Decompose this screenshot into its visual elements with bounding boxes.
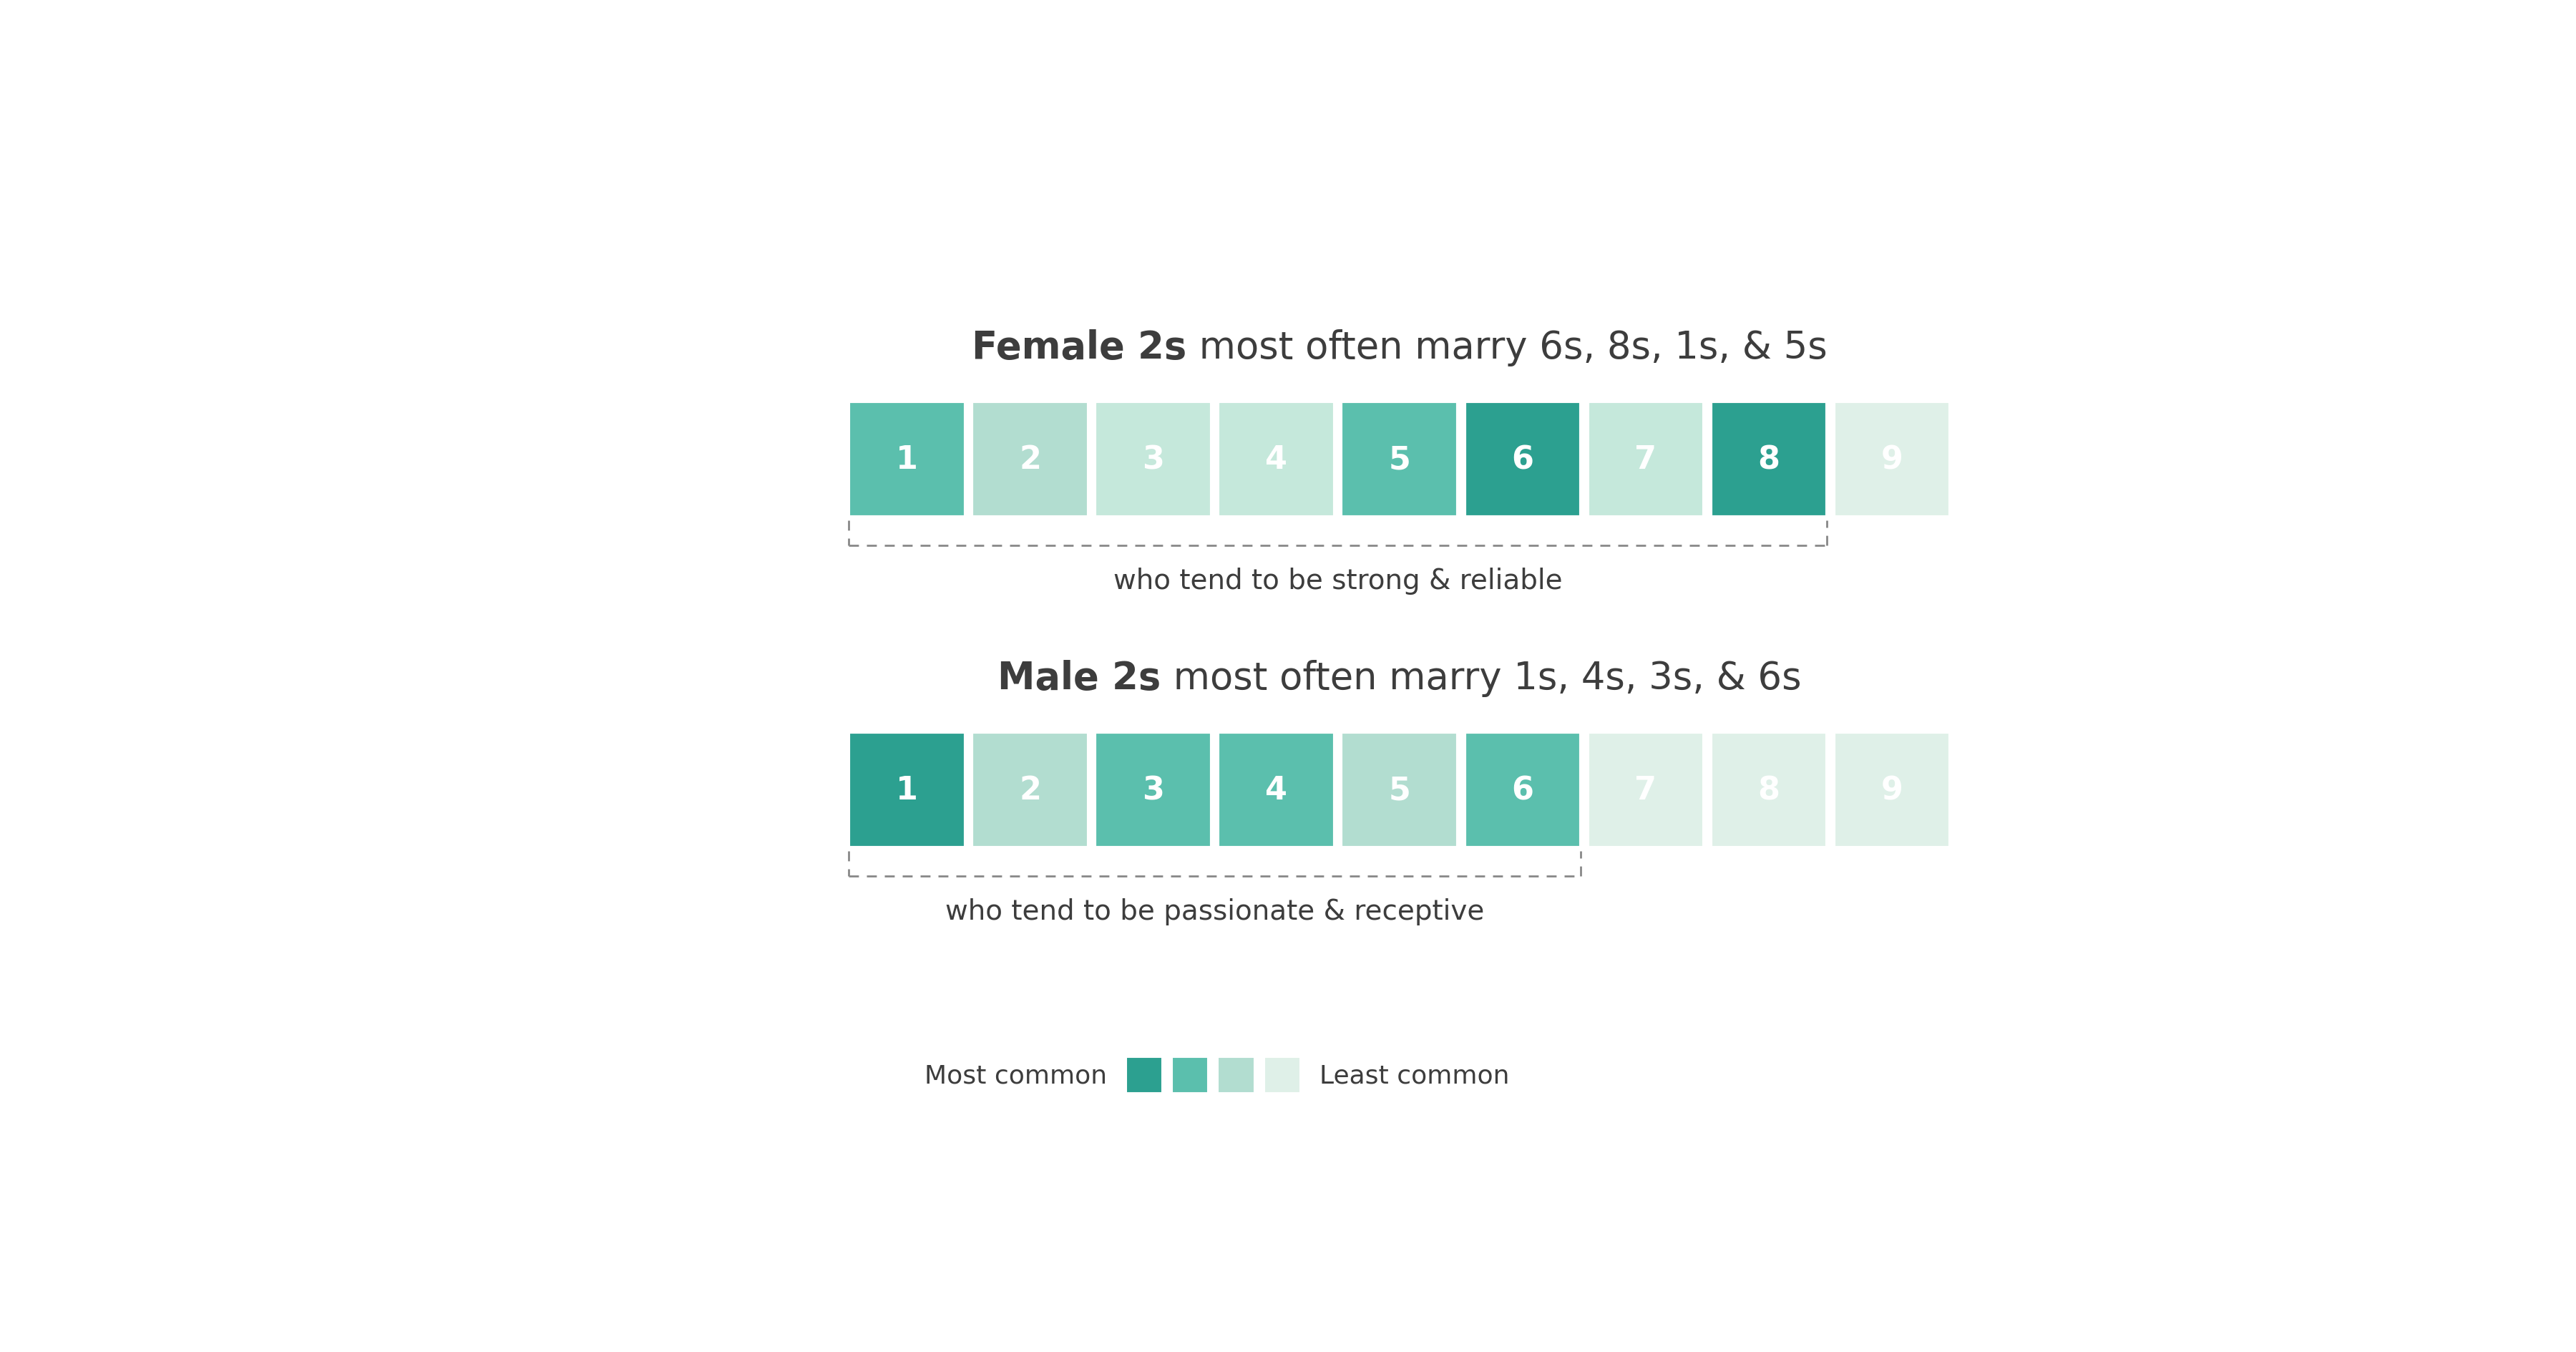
FancyBboxPatch shape	[1218, 402, 1334, 518]
FancyBboxPatch shape	[1710, 733, 1826, 848]
Text: 6: 6	[1512, 445, 1533, 475]
Text: Female 2s: Female 2s	[971, 329, 1188, 366]
Text: 7: 7	[1636, 445, 1656, 475]
FancyBboxPatch shape	[1126, 1057, 1162, 1094]
Text: 6: 6	[1512, 775, 1533, 806]
Text: 1: 1	[896, 775, 917, 806]
Text: 2: 2	[1020, 775, 1041, 806]
FancyBboxPatch shape	[1342, 402, 1458, 518]
Text: Male 2s: Male 2s	[997, 660, 1162, 696]
Text: Most common: Most common	[925, 1063, 1108, 1087]
FancyBboxPatch shape	[971, 402, 1090, 518]
FancyBboxPatch shape	[1710, 402, 1826, 518]
Text: 9: 9	[1880, 445, 1904, 475]
Text: 5: 5	[1388, 445, 1412, 475]
Text: 4: 4	[1265, 445, 1288, 475]
Text: 8: 8	[1757, 445, 1780, 475]
Text: who tend to be passionate & receptive: who tend to be passionate & receptive	[945, 898, 1484, 925]
Text: 1: 1	[896, 445, 917, 475]
FancyBboxPatch shape	[1095, 733, 1211, 848]
FancyBboxPatch shape	[1463, 733, 1582, 848]
FancyBboxPatch shape	[971, 733, 1090, 848]
Text: 5: 5	[1388, 775, 1412, 806]
FancyBboxPatch shape	[1095, 402, 1211, 518]
FancyBboxPatch shape	[850, 733, 966, 848]
Text: 4: 4	[1265, 775, 1288, 806]
Text: most often marry 6s, 8s, 1s, & 5s: most often marry 6s, 8s, 1s, & 5s	[1188, 329, 1826, 366]
Text: 3: 3	[1141, 445, 1164, 475]
FancyBboxPatch shape	[1587, 733, 1703, 848]
FancyBboxPatch shape	[1834, 402, 1950, 518]
Text: 2: 2	[1020, 445, 1041, 475]
Text: 9: 9	[1880, 775, 1904, 806]
Text: 8: 8	[1757, 775, 1780, 806]
FancyBboxPatch shape	[850, 402, 966, 518]
FancyBboxPatch shape	[1463, 402, 1582, 518]
Text: 7: 7	[1636, 775, 1656, 806]
FancyBboxPatch shape	[1218, 733, 1334, 848]
FancyBboxPatch shape	[1172, 1057, 1208, 1094]
FancyBboxPatch shape	[1834, 733, 1950, 848]
Text: most often marry 1s, 4s, 3s, & 6s: most often marry 1s, 4s, 3s, & 6s	[1162, 660, 1801, 696]
FancyBboxPatch shape	[1218, 1057, 1255, 1094]
FancyBboxPatch shape	[1342, 733, 1458, 848]
Text: 3: 3	[1141, 775, 1164, 806]
FancyBboxPatch shape	[1265, 1057, 1301, 1094]
Text: Least common: Least common	[1319, 1063, 1510, 1087]
FancyBboxPatch shape	[1587, 402, 1703, 518]
Text: who tend to be strong & reliable: who tend to be strong & reliable	[1113, 566, 1564, 595]
